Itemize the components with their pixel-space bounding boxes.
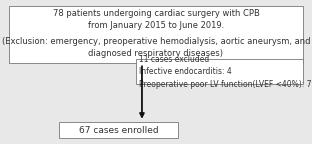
Text: 67 cases enrolled: 67 cases enrolled (79, 126, 158, 135)
Text: 11 cases excluded
Infective endocarditis: 4
Preoperative poor LV function(LVEF <: 11 cases excluded Infective endocarditis… (139, 55, 312, 89)
FancyBboxPatch shape (9, 6, 303, 63)
Text: (Exclusion: emergency, preoperative hemodialysis, aortic aneurysm, and
diagnosed: (Exclusion: emergency, preoperative hemo… (2, 37, 310, 58)
Text: 78 patients undergoing cardiac surgery with CPB
from January 2015 to June 2019.: 78 patients undergoing cardiac surgery w… (52, 9, 260, 30)
FancyBboxPatch shape (136, 59, 303, 84)
FancyBboxPatch shape (59, 122, 178, 138)
